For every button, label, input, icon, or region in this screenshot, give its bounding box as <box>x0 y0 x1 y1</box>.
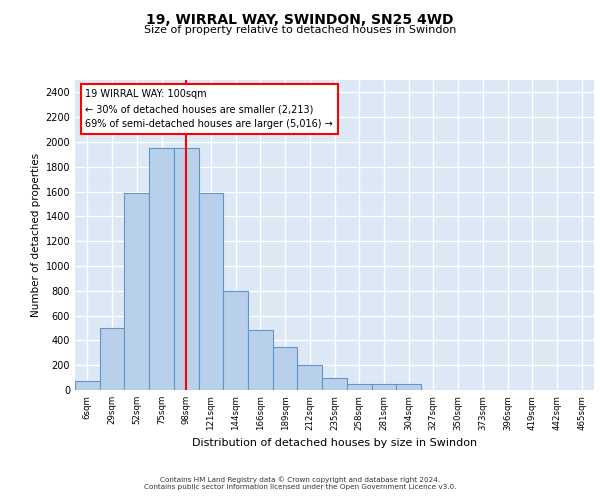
Bar <box>174 148 199 390</box>
Bar <box>371 384 396 390</box>
Y-axis label: Number of detached properties: Number of detached properties <box>31 153 41 317</box>
Bar <box>347 384 371 390</box>
Text: Contains HM Land Registry data © Crown copyright and database right 2024.
Contai: Contains HM Land Registry data © Crown c… <box>144 476 456 490</box>
Bar <box>322 378 347 390</box>
Text: 19, WIRRAL WAY, SWINDON, SN25 4WD: 19, WIRRAL WAY, SWINDON, SN25 4WD <box>146 12 454 26</box>
Bar <box>149 148 174 390</box>
Bar <box>298 365 322 390</box>
Bar <box>273 346 298 390</box>
Bar <box>199 193 223 390</box>
Bar <box>100 328 124 390</box>
X-axis label: Distribution of detached houses by size in Swindon: Distribution of detached houses by size … <box>192 438 477 448</box>
Bar <box>223 291 248 390</box>
Bar <box>75 380 100 390</box>
Text: 19 WIRRAL WAY: 100sqm
← 30% of detached houses are smaller (2,213)
69% of semi-d: 19 WIRRAL WAY: 100sqm ← 30% of detached … <box>85 90 333 129</box>
Text: Size of property relative to detached houses in Swindon: Size of property relative to detached ho… <box>144 25 456 35</box>
Bar <box>248 330 273 390</box>
Bar <box>124 193 149 390</box>
Bar <box>396 384 421 390</box>
